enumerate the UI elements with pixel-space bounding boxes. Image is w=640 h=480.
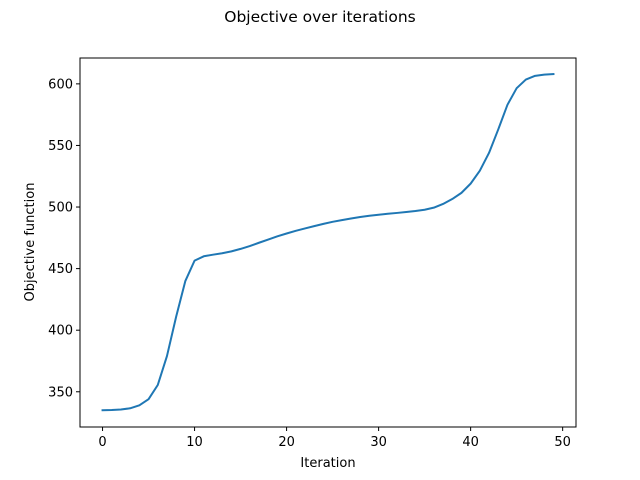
y-tick-label: 500 xyxy=(48,201,73,216)
y-tick-label: 550 xyxy=(48,139,73,154)
chart-title: Objective over iterations xyxy=(224,8,415,26)
x-tick-label: 30 xyxy=(370,435,387,450)
y-tick-label: 450 xyxy=(48,262,73,277)
axes-frame xyxy=(79,57,577,428)
x-tick-label: 50 xyxy=(554,435,571,450)
x-axis-label: Iteration xyxy=(300,456,355,471)
x-tick-label: 40 xyxy=(462,435,479,450)
x-tick-label: 20 xyxy=(278,435,295,450)
y-axis-label: Objective function xyxy=(23,183,38,302)
y-tick-label: 600 xyxy=(48,77,73,92)
plot-area: 0 10 20 30 40 50 350 400 450 500 550 600 xyxy=(48,57,577,450)
y-tick-label: 400 xyxy=(48,324,73,339)
x-tick-label: 10 xyxy=(186,435,203,450)
y-tick-label: 350 xyxy=(48,385,73,400)
series-line-0 xyxy=(101,72,555,412)
x-tick-label: 0 xyxy=(98,435,106,450)
